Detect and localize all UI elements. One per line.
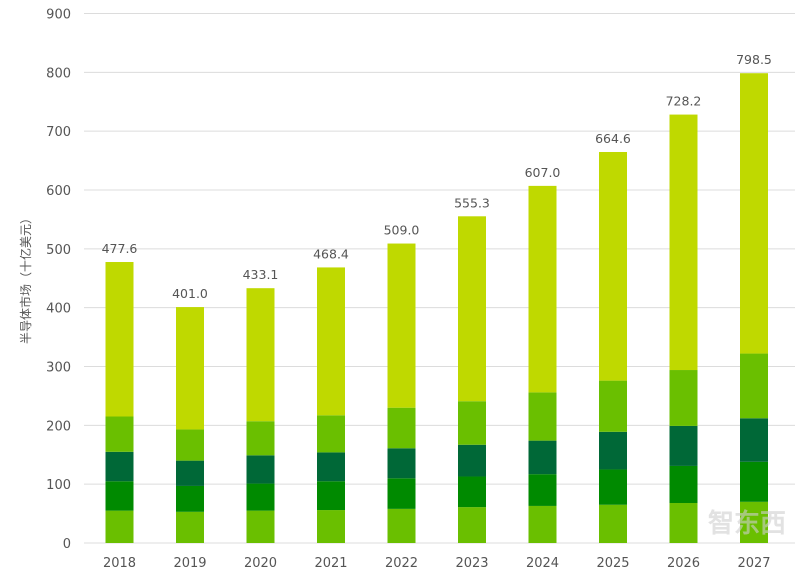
bar-segment-5 — [105, 262, 134, 417]
bar-segment-4 — [599, 380, 627, 432]
bar-segment-1 — [176, 511, 204, 543]
bar-segment-2 — [317, 481, 345, 511]
total-data-label: 509.0 — [384, 223, 420, 238]
bar-segment-1 — [528, 505, 557, 543]
bar-segment-2 — [740, 461, 768, 502]
total-data-label: 798.5 — [736, 52, 772, 67]
bar-segment-1 — [669, 502, 698, 543]
bar-segment-3 — [740, 418, 768, 462]
bar-segment-1 — [740, 501, 768, 543]
total-data-label: 555.3 — [454, 195, 490, 210]
bar-segment-2 — [176, 485, 204, 512]
bar-segment-3 — [176, 460, 204, 486]
bar-segment-4 — [669, 370, 698, 426]
x-tick-label: 2018 — [103, 556, 136, 571]
x-tick-label: 2022 — [385, 556, 418, 571]
x-tick-label: 2021 — [314, 556, 347, 571]
bar-segment-1 — [246, 510, 275, 543]
bar-segment-5 — [669, 114, 698, 371]
total-data-label: 401.0 — [172, 286, 208, 301]
bar-segment-1 — [317, 510, 345, 543]
y-axis-label: 半导体市场（十亿美元） — [18, 212, 33, 344]
y-tick-label: 400 — [46, 302, 71, 317]
bar-segment-1 — [458, 507, 486, 543]
x-tick-label: 2025 — [596, 556, 629, 571]
total-data-label: 433.1 — [243, 267, 279, 282]
x-tick-label: 2026 — [667, 556, 700, 571]
watermark-logo: 智东西 — [708, 508, 786, 539]
x-tick-label: 2019 — [173, 556, 206, 571]
bar-segment-4 — [387, 407, 416, 449]
bar-segment-5 — [317, 267, 345, 416]
total-data-label: 664.6 — [595, 131, 631, 146]
bar-segment-4 — [528, 392, 557, 441]
x-tick-label: 2027 — [737, 556, 770, 571]
bar-segment-2 — [669, 465, 698, 503]
bar-segment-4 — [740, 353, 768, 419]
total-labels: 477.6 401.0 433.1 468.4 509.0 555.3 607.0 664.6… — [102, 52, 772, 301]
bar-segment-5 — [528, 185, 557, 393]
bar-segment-3 — [387, 448, 416, 479]
y-tick-label: 900 — [46, 8, 71, 23]
bar-segment-3 — [246, 455, 275, 484]
y-tick-label: 800 — [46, 66, 71, 81]
total-data-label: 477.6 — [102, 241, 138, 256]
x-tick-label: 2023 — [455, 556, 488, 571]
bar-segment-3 — [599, 431, 627, 470]
bar-segment-3 — [528, 440, 557, 475]
y-tick-label: 200 — [46, 419, 71, 434]
bars — [105, 73, 768, 543]
bar-segment-3 — [669, 425, 698, 466]
y-tick-label: 600 — [46, 184, 71, 199]
bar-segment-4 — [246, 421, 275, 456]
bar-segment-4 — [176, 429, 204, 461]
total-data-label: 728.2 — [666, 94, 702, 109]
bar-segment-5 — [740, 73, 768, 354]
bar-segment-4 — [458, 401, 486, 445]
x-tick-label: 2020 — [244, 556, 277, 571]
bar-segment-1 — [387, 508, 416, 543]
y-tick-label: 100 — [46, 478, 71, 493]
bar-segment-5 — [176, 307, 204, 430]
y-axis-ticks: 0 100 200 300 400 500 600 700 800 900 — [46, 8, 71, 553]
x-axis-ticks: 2018 2019 2020 2021 2022 2023 2024 2025 2026 2027 — [103, 556, 771, 571]
bar-segment-2 — [387, 478, 416, 509]
y-tick-label: 0 — [63, 537, 71, 552]
total-data-label: 468.4 — [313, 246, 349, 261]
y-tick-label: 700 — [46, 125, 71, 140]
bar-segment-2 — [458, 476, 486, 508]
x-tick-label: 2024 — [526, 556, 559, 571]
total-data-label: 607.0 — [525, 165, 561, 180]
bar-segment-1 — [105, 510, 134, 543]
bar-segment-5 — [458, 216, 486, 402]
bar-segment-2 — [528, 474, 557, 506]
bar-segment-2 — [599, 469, 627, 505]
bar-segment-2 — [105, 481, 134, 511]
bar-segment-5 — [599, 151, 627, 381]
bar-segment-1 — [599, 504, 627, 543]
bar-segment-5 — [387, 243, 416, 408]
bar-segment-2 — [246, 483, 275, 511]
y-tick-label: 500 — [46, 243, 71, 258]
bar-segment-3 — [317, 452, 345, 482]
bar-segment-5 — [246, 288, 275, 422]
y-tick-label: 300 — [46, 361, 71, 376]
bar-segment-3 — [105, 451, 134, 482]
bar-segment-3 — [458, 444, 486, 477]
bar-segment-4 — [105, 416, 134, 452]
bar-segment-4 — [317, 415, 345, 453]
